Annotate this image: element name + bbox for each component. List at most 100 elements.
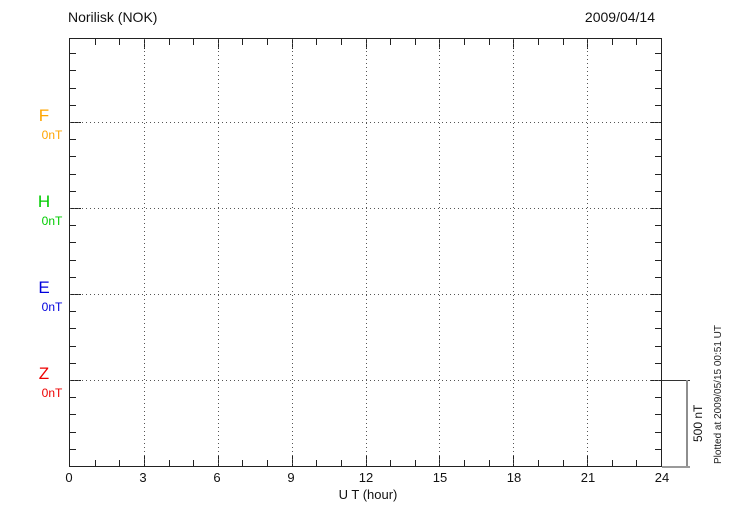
x-axis-title: U T (hour) [338,487,398,502]
axis-tick [70,70,76,71]
axis-tick [415,39,416,45]
axis-tick [193,460,194,466]
axis-tick [70,363,76,364]
axis-tick [563,460,564,466]
axis-tick [655,88,661,89]
axis-tick [316,460,317,466]
scale-bar-top-cap [662,380,690,381]
axis-tick [636,460,637,466]
component-label-e: E [38,278,50,297]
scale-bar-bottom-cap [662,466,690,468]
axis-tick [489,460,490,466]
axis-tick [655,70,661,71]
scale-bar-label: 500 nT [691,404,705,442]
axis-tick [655,242,661,243]
component-label-h: H [37,192,51,211]
axis-tick [70,277,76,278]
axis-tick [70,432,76,433]
axis-tick [242,39,243,45]
axis-tick [390,460,391,466]
x-tick-label-21: 21 [580,470,596,485]
axis-tick [267,460,268,466]
x-tick-label-15: 15 [432,470,448,485]
axis-tick [169,460,170,466]
axis-tick [341,460,342,466]
axis-tick [390,39,391,45]
component-baseline-h: 0nT [41,214,63,228]
plot-area [69,38,662,467]
axis-tick [267,39,268,45]
axis-tick [538,39,539,45]
axis-tick [655,449,661,450]
axis-tick [70,449,76,450]
gridline-vertical [439,39,440,466]
gridline-vertical [513,39,514,466]
axis-tick [70,53,76,54]
axis-tick [169,39,170,45]
component-baseline-z: 0nT [41,386,63,400]
gridline-vertical [587,39,588,466]
axis-tick [655,260,661,261]
axis-tick [70,260,76,261]
axis-tick [655,346,661,347]
x-tick-label-3: 3 [139,470,147,485]
axis-tick [655,174,661,175]
axis-tick [316,39,317,45]
plot-date: 2009/04/14 [584,9,655,25]
axis-tick [70,346,76,347]
axis-tick [70,328,76,329]
component-label-f: F [38,106,50,125]
gridline-vertical [144,39,145,466]
axis-tick [193,39,194,45]
x-tick-label-18: 18 [506,470,522,485]
x-tick-label-0: 0 [65,470,73,485]
axis-tick [415,460,416,466]
gridline-vertical [218,39,219,466]
axis-tick [655,191,661,192]
scale-bar [686,380,688,467]
axis-tick [612,460,613,466]
axis-tick [70,88,76,89]
component-baseline-gridline [70,380,661,381]
station-title: Norilisk (NOK) [68,9,158,25]
axis-tick [655,53,661,54]
axis-tick [655,414,661,415]
axis-tick [70,105,76,106]
axis-tick [70,242,76,243]
plotted-at-note: Plotted at 2009/05/15 00:51 UT [713,325,724,464]
axis-tick [636,39,637,45]
component-label-z: Z [38,364,50,383]
axis-tick [612,39,613,45]
axis-tick [70,139,76,140]
axis-tick [70,174,76,175]
axis-tick [655,397,661,398]
axis-tick [70,311,76,312]
axis-tick [489,39,490,45]
axis-tick [464,39,465,45]
axis-tick [464,460,465,466]
x-tick-label-9: 9 [287,470,295,485]
axis-tick [655,156,661,157]
axis-tick [655,328,661,329]
axis-tick [655,277,661,278]
axis-tick [538,460,539,466]
component-baseline-e: 0nT [41,300,63,314]
x-tick-label-24: 24 [654,470,670,485]
gridline-vertical [292,39,293,466]
axis-tick [70,225,76,226]
axis-tick [95,460,96,466]
axis-tick [655,363,661,364]
axis-tick [119,39,120,45]
axis-tick [563,39,564,45]
axis-tick [242,460,243,466]
component-baseline-gridline [70,294,661,295]
gridline-vertical [366,39,367,466]
axis-tick [70,156,76,157]
axis-tick [655,105,661,106]
axis-tick [341,39,342,45]
axis-tick [70,191,76,192]
axis-tick [119,460,120,466]
axis-tick [95,39,96,45]
component-baseline-gridline [70,122,661,123]
